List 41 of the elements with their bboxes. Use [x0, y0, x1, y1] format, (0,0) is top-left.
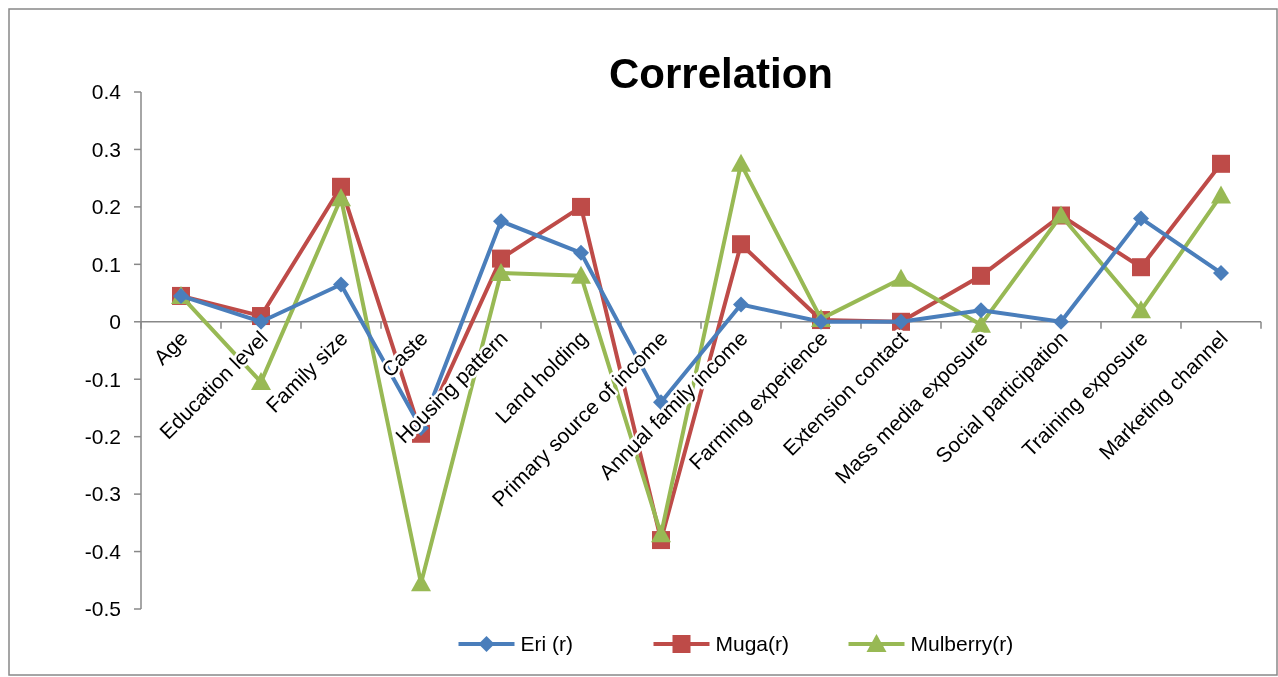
chart-title: Correlation — [608, 50, 834, 97]
y-tick-label: 0.3 — [91, 137, 121, 161]
point — [492, 249, 510, 268]
y-tick-label: 0.2 — [91, 195, 121, 219]
point — [332, 177, 350, 196]
point — [571, 265, 591, 284]
point — [891, 268, 911, 287]
legend-label: Muga(r) — [715, 632, 790, 656]
legend-label: Mulberry(r) — [910, 632, 1014, 656]
point — [493, 213, 509, 230]
point — [1053, 313, 1069, 330]
x-tick-label: Age — [149, 326, 192, 370]
y-tick-label: -0.3 — [84, 482, 121, 506]
point — [1213, 264, 1229, 281]
y-tick-label: 0.1 — [91, 252, 121, 276]
point — [972, 266, 990, 285]
point — [1131, 300, 1151, 319]
point — [651, 524, 671, 543]
y-tick-label: -0.5 — [84, 597, 121, 621]
point — [331, 188, 351, 207]
point — [253, 313, 269, 330]
point — [1132, 258, 1150, 277]
point — [1211, 185, 1231, 204]
y-tick-label: 0.4 — [91, 80, 122, 104]
point — [1133, 210, 1149, 227]
point — [411, 573, 431, 592]
point — [333, 276, 349, 293]
point — [973, 302, 989, 319]
y-tick-label: -0.2 — [84, 425, 121, 449]
y-tick-label: 0 — [109, 310, 121, 334]
y-tick-label: -0.1 — [84, 367, 121, 391]
point — [1212, 154, 1230, 173]
point — [573, 244, 589, 261]
point — [572, 197, 590, 216]
point — [491, 262, 511, 281]
point — [732, 235, 750, 254]
y-tick-label: -0.4 — [84, 539, 122, 563]
point — [733, 296, 749, 313]
point — [971, 314, 991, 333]
legend-label: Eri (r) — [520, 632, 573, 656]
point — [731, 153, 751, 172]
